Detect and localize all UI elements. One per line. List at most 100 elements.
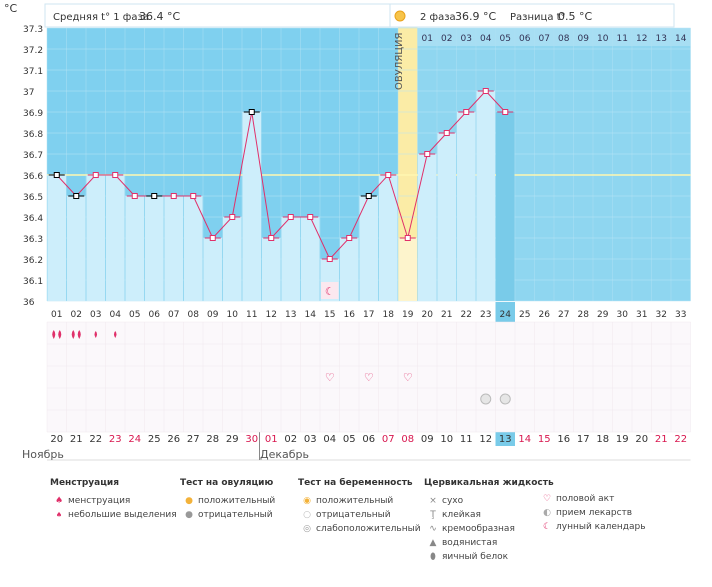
- date-label: 06: [362, 434, 375, 445]
- date-label: 29: [226, 434, 239, 445]
- pill-icon: ◐: [543, 508, 551, 518]
- sun-icon: [394, 10, 406, 22]
- date-label: 09: [421, 434, 434, 445]
- legend-menstruation-title: Менструация: [50, 478, 119, 488]
- cycle-day-label: 06: [149, 310, 161, 320]
- phase2-day-label: 06: [519, 34, 531, 44]
- cycle-day-label: 28: [578, 310, 590, 320]
- temperature-point: [326, 256, 333, 262]
- cycle-day-label: 32: [656, 310, 667, 320]
- temperature-point: [443, 130, 450, 136]
- pill-icon: [499, 393, 511, 405]
- y-tick-label: 36.7: [23, 151, 43, 161]
- temperature-point: [424, 151, 431, 157]
- temperature-points: [48, 88, 514, 262]
- cycle-day-label: 12: [266, 310, 277, 320]
- temperature-bar: [242, 112, 261, 301]
- temperature-point: [346, 235, 353, 241]
- legend-item: ◎ слабоположительный: [298, 522, 421, 536]
- temperature-bars: [47, 91, 515, 301]
- phase2-summary-box: [389, 3, 675, 28]
- temperature-line: [56, 90, 506, 260]
- cycle-day-label: 05: [129, 310, 140, 320]
- temperature-bar: [47, 175, 66, 301]
- temperature-point: [190, 193, 197, 199]
- phase2-day-label: 13: [656, 34, 667, 44]
- temperature-point: [170, 193, 177, 199]
- temperature-point: [92, 172, 99, 178]
- date-label: 17: [577, 434, 590, 445]
- pill-icon: [480, 393, 492, 405]
- date-label: 30: [245, 434, 258, 445]
- egg-white-icon: ⬮: [430, 552, 436, 562]
- temperature-point: [307, 214, 314, 220]
- date-label: 21: [655, 434, 668, 445]
- unit-label: °C: [4, 2, 18, 15]
- temperature-bar: [125, 196, 144, 301]
- cycle-day-label: 08: [188, 310, 200, 320]
- cycle-day-label: 25: [519, 310, 530, 320]
- menstruation-strong-icon: [58, 330, 62, 339]
- drop-strong-icon: ♠: [54, 496, 64, 506]
- legend-menstruation: Менструация ♠ менструация ♠ небольшие выде…: [50, 478, 177, 522]
- date-label: 10: [440, 434, 453, 445]
- cycle-day-label: 27: [558, 310, 569, 320]
- temperature-point: [209, 235, 216, 241]
- date-label: 05: [343, 434, 356, 445]
- moon-icon: ☾: [325, 285, 335, 298]
- temperature-bar: [398, 238, 417, 301]
- creamy-icon: ∿: [429, 524, 437, 534]
- temperature-bar: [359, 196, 378, 301]
- temperature-bar: [184, 196, 203, 301]
- legend-ovulation-test-title: Тест на овуляцию: [180, 478, 274, 488]
- temperature-bar: [457, 112, 476, 301]
- watery-icon: ▲: [429, 538, 437, 548]
- phase2-day-label: 03: [461, 34, 472, 44]
- temperature-point: [112, 172, 119, 178]
- phase2-label: 2 фаза: [420, 12, 456, 23]
- phase2-day-label: 14: [675, 34, 687, 44]
- legend-other: ♡ половой акт ◐ прием лекарств ☾ лунный кал…: [538, 492, 646, 534]
- cycle-day-label: 07: [168, 310, 179, 320]
- date-label: 23: [109, 434, 122, 445]
- heart-icon: ♡: [325, 371, 335, 384]
- cycle-day-label: 11: [246, 310, 257, 320]
- legend-item: ♠ менструация: [50, 494, 177, 508]
- date-label: 20: [635, 434, 648, 445]
- temperature-point: [502, 109, 509, 115]
- y-tick-label: 37: [23, 88, 34, 98]
- legend-pregnancy-test-title: Тест на беременность: [298, 478, 413, 488]
- date-label: 01: [265, 434, 278, 445]
- date-label: 13: [499, 434, 512, 445]
- temperature-bar: [281, 217, 300, 301]
- temperature-point: [287, 214, 294, 220]
- legend-item: ● отрицательный: [180, 508, 275, 522]
- temperature-bar: [476, 91, 495, 301]
- legend-item: × сухо: [424, 494, 554, 508]
- date-label: 04: [323, 434, 336, 445]
- cycle-day-label: 30: [617, 310, 629, 320]
- legend-item: ◉ положительный: [298, 494, 421, 508]
- phase2-day-label: 08: [558, 34, 570, 44]
- temperature-bar: [223, 217, 242, 301]
- temperature-point: [268, 235, 275, 241]
- temperature-point: [385, 172, 392, 178]
- date-label: 22: [674, 434, 687, 445]
- cycle-day-label: 02: [71, 310, 82, 320]
- phase2-day-label: 07: [539, 34, 550, 44]
- date-label: 12: [479, 434, 492, 445]
- y-tick-label: 36.9: [23, 109, 43, 119]
- date-label: 20: [50, 434, 63, 445]
- phase2-day-label: 04: [480, 34, 492, 44]
- cycle-day-label: 10: [227, 310, 239, 320]
- pregnancy-weak-icon: ◎: [303, 524, 311, 534]
- temperature-point: [131, 193, 138, 199]
- y-tick-label: 36.2: [23, 256, 43, 266]
- date-label: 08: [401, 434, 414, 445]
- phase2-day-label: 11: [617, 34, 628, 44]
- temperature-bar: [340, 238, 359, 301]
- cycle-day-label: 24: [500, 310, 512, 320]
- temperature-point: [463, 109, 470, 115]
- ovulation-label: ОВУЛЯЦИЯ: [394, 33, 405, 91]
